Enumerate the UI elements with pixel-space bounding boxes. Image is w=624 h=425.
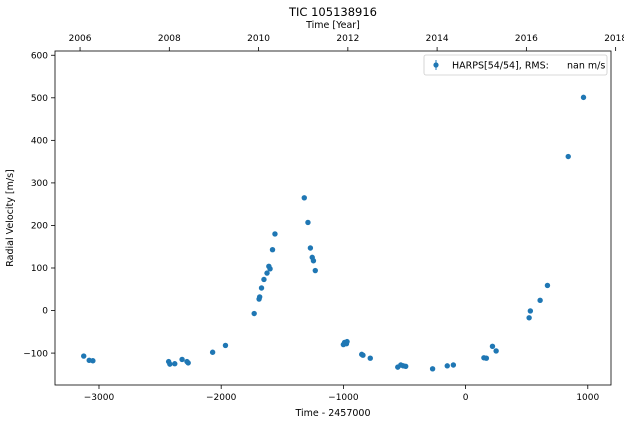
x-tick-label: −3000 — [84, 393, 115, 403]
data-point — [185, 360, 191, 366]
data-point — [544, 282, 551, 289]
top-tick-label: 2010 — [247, 34, 270, 44]
y-tick-label: 0 — [42, 307, 48, 317]
data-point — [261, 276, 267, 283]
legend-box — [423, 54, 608, 76]
legend-marker — [433, 62, 439, 68]
data-point — [344, 338, 350, 345]
data-point — [526, 315, 532, 321]
x-tick-label: −2000 — [206, 393, 237, 403]
plot-area-frame — [54, 50, 612, 386]
y-tick-label: 400 — [31, 137, 48, 147]
top-tick-label: 2008 — [158, 34, 181, 44]
y-tick-label: 500 — [31, 94, 48, 104]
data-point — [267, 266, 273, 272]
data-point — [527, 308, 534, 314]
data-point — [580, 94, 587, 101]
data-point — [489, 343, 496, 349]
x-tick-label: 1000 — [576, 393, 599, 403]
y-tick-label: 100 — [31, 264, 48, 274]
y-tick-label: 600 — [31, 51, 48, 61]
top-tick-label: 2006 — [69, 34, 92, 44]
legend: HARPS[54/54], RMS: nan m/s — [423, 54, 608, 76]
data-point — [269, 246, 276, 253]
x-tick-label: −1000 — [328, 393, 359, 403]
top-tick-label: 2016 — [515, 34, 538, 44]
data-point — [251, 310, 257, 317]
data-point — [403, 363, 409, 369]
data-point — [301, 195, 307, 201]
x-axis-ticks: −3000 −2000 −1000 0 1000 — [84, 385, 600, 403]
data-point — [312, 267, 318, 274]
y-tick-label: 200 — [31, 222, 48, 232]
y-tick-label: −100 — [23, 349, 48, 359]
legend-entry-label: HARPS[54/54], RMS: nan m/s — [452, 61, 605, 72]
data-point — [264, 270, 270, 276]
data-point — [272, 231, 278, 237]
data-point — [90, 358, 96, 364]
top-axis-ticks: 2006 2008 2010 2012 2014 2016 2018 — [69, 34, 624, 51]
top-tick-label: 2018 — [604, 34, 624, 44]
data-point — [367, 355, 373, 361]
data-point — [167, 361, 173, 367]
y-tick-label: 300 — [31, 179, 48, 189]
top-axis-label: Time [Year] — [305, 20, 360, 31]
data-points — [81, 94, 587, 372]
y-axis-label: Radial Velocity [m/s] — [5, 169, 16, 266]
data-point — [305, 219, 311, 226]
data-point — [310, 258, 317, 264]
y-axis-ticks: −100 0 100 200 300 400 500 600 — [23, 51, 55, 359]
data-point — [537, 297, 543, 304]
data-point — [209, 349, 216, 355]
data-point — [307, 245, 314, 251]
data-point — [429, 366, 436, 372]
data-point — [483, 355, 490, 361]
x-axis-label: Time - 2457000 — [294, 408, 370, 419]
data-point — [450, 362, 457, 368]
data-point — [360, 352, 366, 358]
x-tick-label: 0 — [463, 393, 469, 403]
data-point — [256, 294, 263, 300]
data-point — [179, 356, 185, 363]
data-point — [172, 361, 178, 367]
chart-title: TIC 105138916 — [288, 5, 377, 19]
data-point — [444, 363, 450, 369]
data-point — [258, 285, 265, 291]
top-tick-label: 2012 — [336, 34, 359, 44]
top-tick-label: 2014 — [426, 34, 449, 44]
data-point — [565, 153, 571, 160]
data-point — [81, 353, 87, 359]
data-point — [493, 348, 499, 354]
data-point — [222, 342, 229, 349]
